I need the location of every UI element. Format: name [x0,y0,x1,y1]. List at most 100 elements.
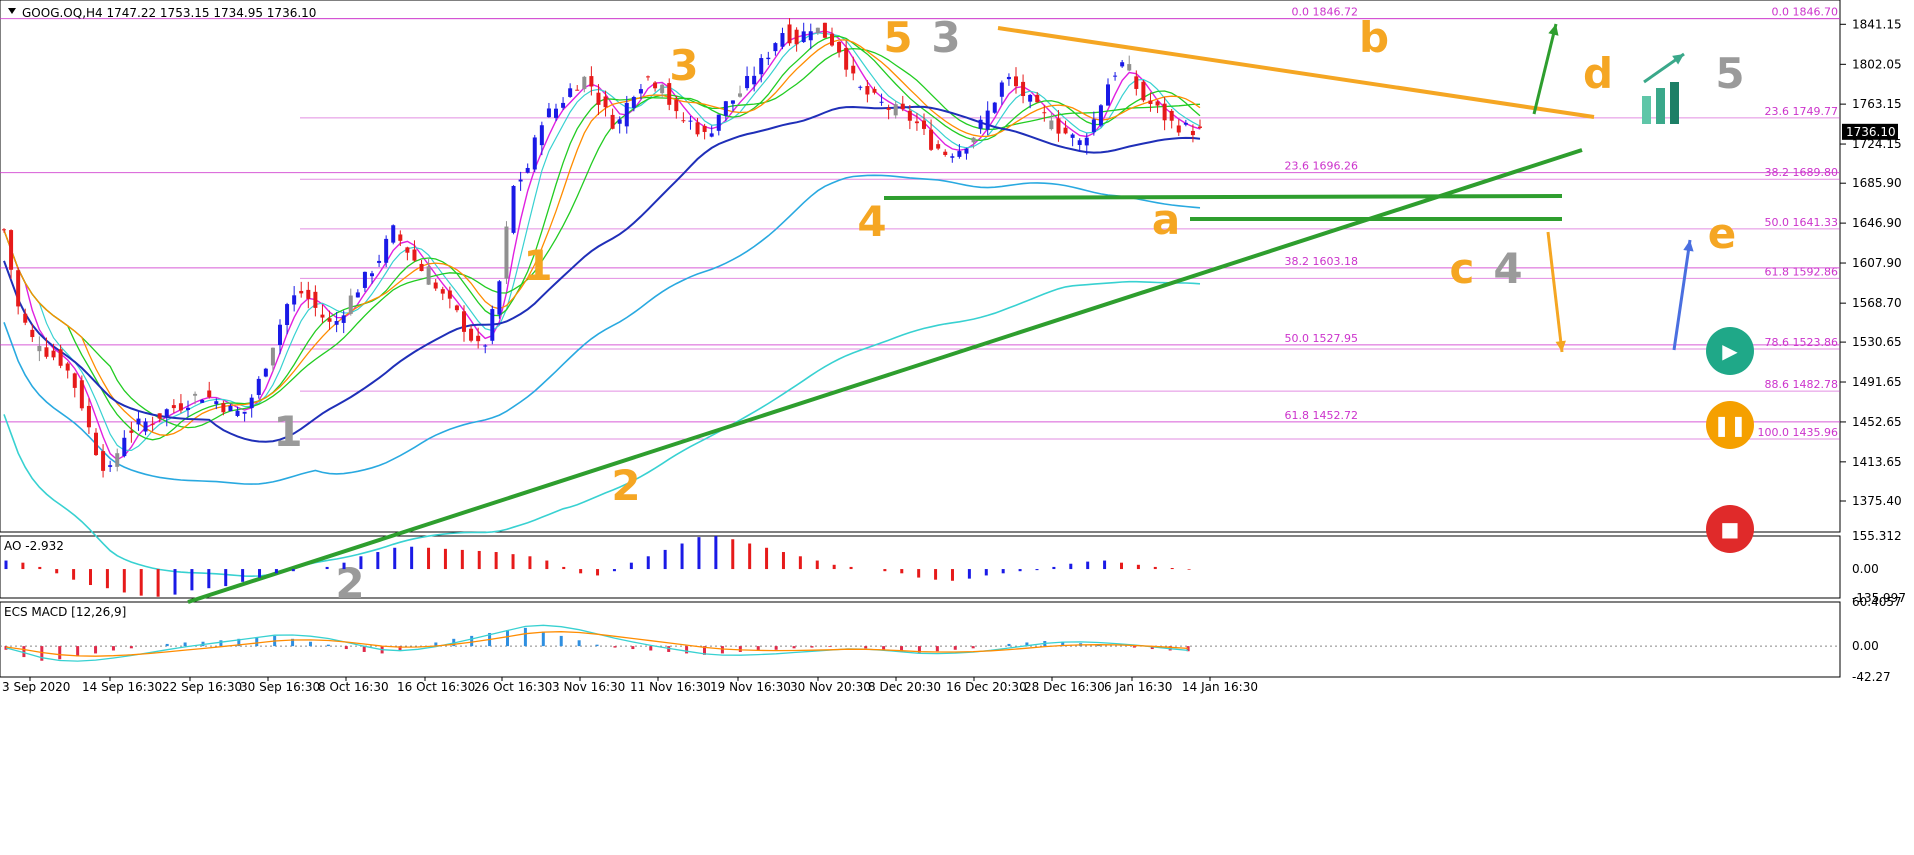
candle-body [186,407,190,410]
candle-body [667,83,672,105]
candle-body [1127,64,1132,71]
candle-body [1183,122,1188,125]
candle-body [936,144,941,149]
y-tick-label: 1802.05 [1852,57,1902,71]
candle-body [193,393,198,396]
candle-body [999,82,1004,97]
x-tick-label: 16 Dec 20:30 [946,680,1027,694]
candle-body [964,148,969,154]
candle-body [1148,100,1153,105]
x-tick-label: 14 Jan 16:30 [1182,680,1258,694]
candle-body [306,289,311,299]
candle-body [1091,119,1096,133]
candle-body [299,290,304,294]
candle-body [957,151,962,157]
candle-body [200,399,205,403]
candle-body [278,324,282,346]
candle-body [624,102,629,127]
candle-body [589,76,594,87]
candle-body [30,329,35,338]
bars-icon-bar [1670,82,1679,124]
stop-button[interactable]: ■ [1706,505,1754,553]
play-button[interactable]: ▶ [1706,327,1754,375]
fib-label-right: 23.6 1749.77 [1765,105,1838,118]
candle-body [1070,134,1075,138]
candle-body [985,110,990,130]
candle-body [370,273,374,277]
candle-body [1006,76,1011,80]
candle-body [1077,140,1082,145]
fib-label-right: 100.0 1435.96 [1758,426,1838,439]
wave-label-gray: 1 [273,407,302,456]
arrow-up-blue-head [1683,240,1694,252]
candle-body [992,102,997,113]
candle-body [539,125,544,146]
wave-label-orange: 5 [883,13,912,62]
symbol-header: GOOG.OQ,H4 1747.22 1753.15 1734.95 1736.… [22,6,316,20]
stop-icon: ■ [1721,517,1740,541]
candle-body [228,405,233,412]
candle-body [610,114,615,129]
trendline-support [187,148,1583,604]
candle-body [292,295,297,305]
candle-body [674,99,679,112]
candle-body [879,101,884,103]
candle-body [1049,120,1054,130]
wave-label-gray: 5 [1715,49,1744,98]
candle-body [129,430,134,433]
x-tick-label: 28 Dec 16:30 [1024,680,1105,694]
candle-body [327,318,332,322]
candle-body [723,101,728,116]
arrow-up-green-head [1548,24,1559,36]
pause-button[interactable]: ❚❚ [1706,401,1754,449]
candle-body [929,129,934,150]
fib-label-left: 50.0 1527.95 [1285,332,1358,345]
y-tick-label: 1607.90 [1852,256,1902,270]
candle-body [1106,84,1110,106]
candle-body [256,378,261,395]
candle-body [617,119,622,124]
candle-body [561,102,566,108]
candle-body [164,409,169,417]
arrow-up-blue [1672,239,1692,351]
wave-label-orange: 1 [523,241,552,290]
candle-body [582,76,587,90]
candle-body [815,27,820,34]
wave-label-gray: 4 [1493,244,1522,293]
wave-label-gray: 3 [931,13,960,62]
candle-body [447,290,452,299]
candle-body [872,88,877,93]
candle-body [1190,130,1195,136]
candle-body [72,373,77,388]
fib-label-left: 23.6 1696.26 [1285,160,1358,173]
candle-body [150,423,155,425]
candle-body [596,92,601,105]
y-tick-label: 1724.15 [1852,137,1902,151]
candle-body [738,93,742,97]
x-tick-label: 30 Sep 16:30 [240,680,320,694]
candle-body [362,271,367,288]
candle-body [773,43,778,52]
candle-body [851,65,856,74]
candle-body [766,57,771,60]
candle-body [702,125,707,132]
candle-body [122,437,127,457]
y-tick-label: 1452.65 [1852,415,1902,429]
candle-body [334,321,339,325]
candle-body [837,41,842,53]
candle-body [483,345,488,347]
candle-body [844,47,849,70]
candle-body [58,349,63,366]
wave-label-orange: c [1450,244,1475,293]
fib-label-left: 0.0 1846.72 [1292,6,1358,19]
candle-body [922,120,926,129]
pause-icon: ❚❚ [1713,413,1747,437]
candle-body [518,179,523,182]
candle-body [504,226,509,279]
bars-icon-bar [1656,88,1665,124]
candle-body [646,76,650,78]
fib-label-right: 50.0 1641.33 [1765,216,1838,229]
arrow-up-green [1532,23,1558,115]
candle-body [398,234,403,241]
candle-body [1134,76,1139,89]
